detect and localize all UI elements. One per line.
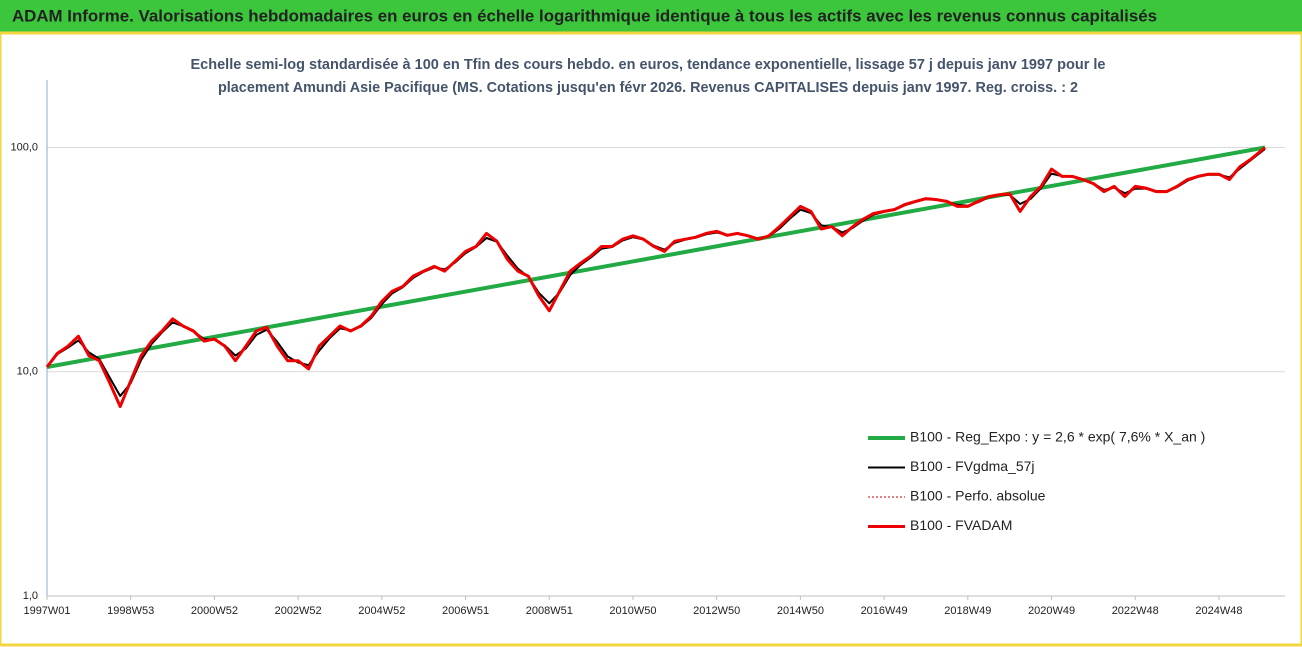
legend-label: B100 - FVgdma_57j [910, 458, 1035, 474]
x-tick-label: 2006W51 [442, 605, 489, 617]
y-tick-label: 100,0 [10, 141, 38, 153]
x-tick-label: 2004W52 [358, 605, 405, 617]
y-tick-label: 1,0 [23, 590, 38, 602]
x-tick-label: 2000W52 [191, 605, 238, 617]
x-tick-label: 2016W49 [861, 605, 908, 617]
x-tick-label: 1998W53 [107, 605, 154, 617]
x-tick-label: 2002W52 [275, 605, 322, 617]
series-line [45, 146, 1266, 408]
legend-label: B100 - Reg_Expo : y = 2,6 * exp( 7,6% * … [910, 429, 1205, 445]
legend-label: B100 - Perfo. absolue [910, 488, 1046, 504]
legend-label: B100 - FVADAM [910, 517, 1012, 533]
chart-subtitle: placement Amundi Asie Pacifique (MS. Cot… [218, 79, 1078, 96]
frame [0, 31, 1302, 647]
y-tick-label: 10,0 [17, 366, 38, 378]
series-line [46, 145, 1266, 369]
chart-title: ADAM Informe. Valorisations hebdomadaire… [12, 6, 1157, 25]
x-tick-label: 1997W01 [23, 605, 70, 617]
x-tick-label: 2014W50 [777, 605, 824, 617]
header-bar [0, 0, 1302, 33]
x-tick-label: 2010W50 [609, 605, 656, 617]
x-tick-label: 2022W48 [1112, 605, 1159, 617]
x-tick-label: 2024W48 [1195, 605, 1242, 617]
x-tick-label: 2020W49 [1028, 605, 1075, 617]
x-tick-label: 2012W50 [693, 605, 740, 617]
x-tick-label: 2018W49 [944, 605, 991, 617]
chart-subtitle: Echelle semi-log standardisée à 100 en T… [191, 56, 1106, 73]
x-tick-label: 2008W51 [526, 605, 573, 617]
